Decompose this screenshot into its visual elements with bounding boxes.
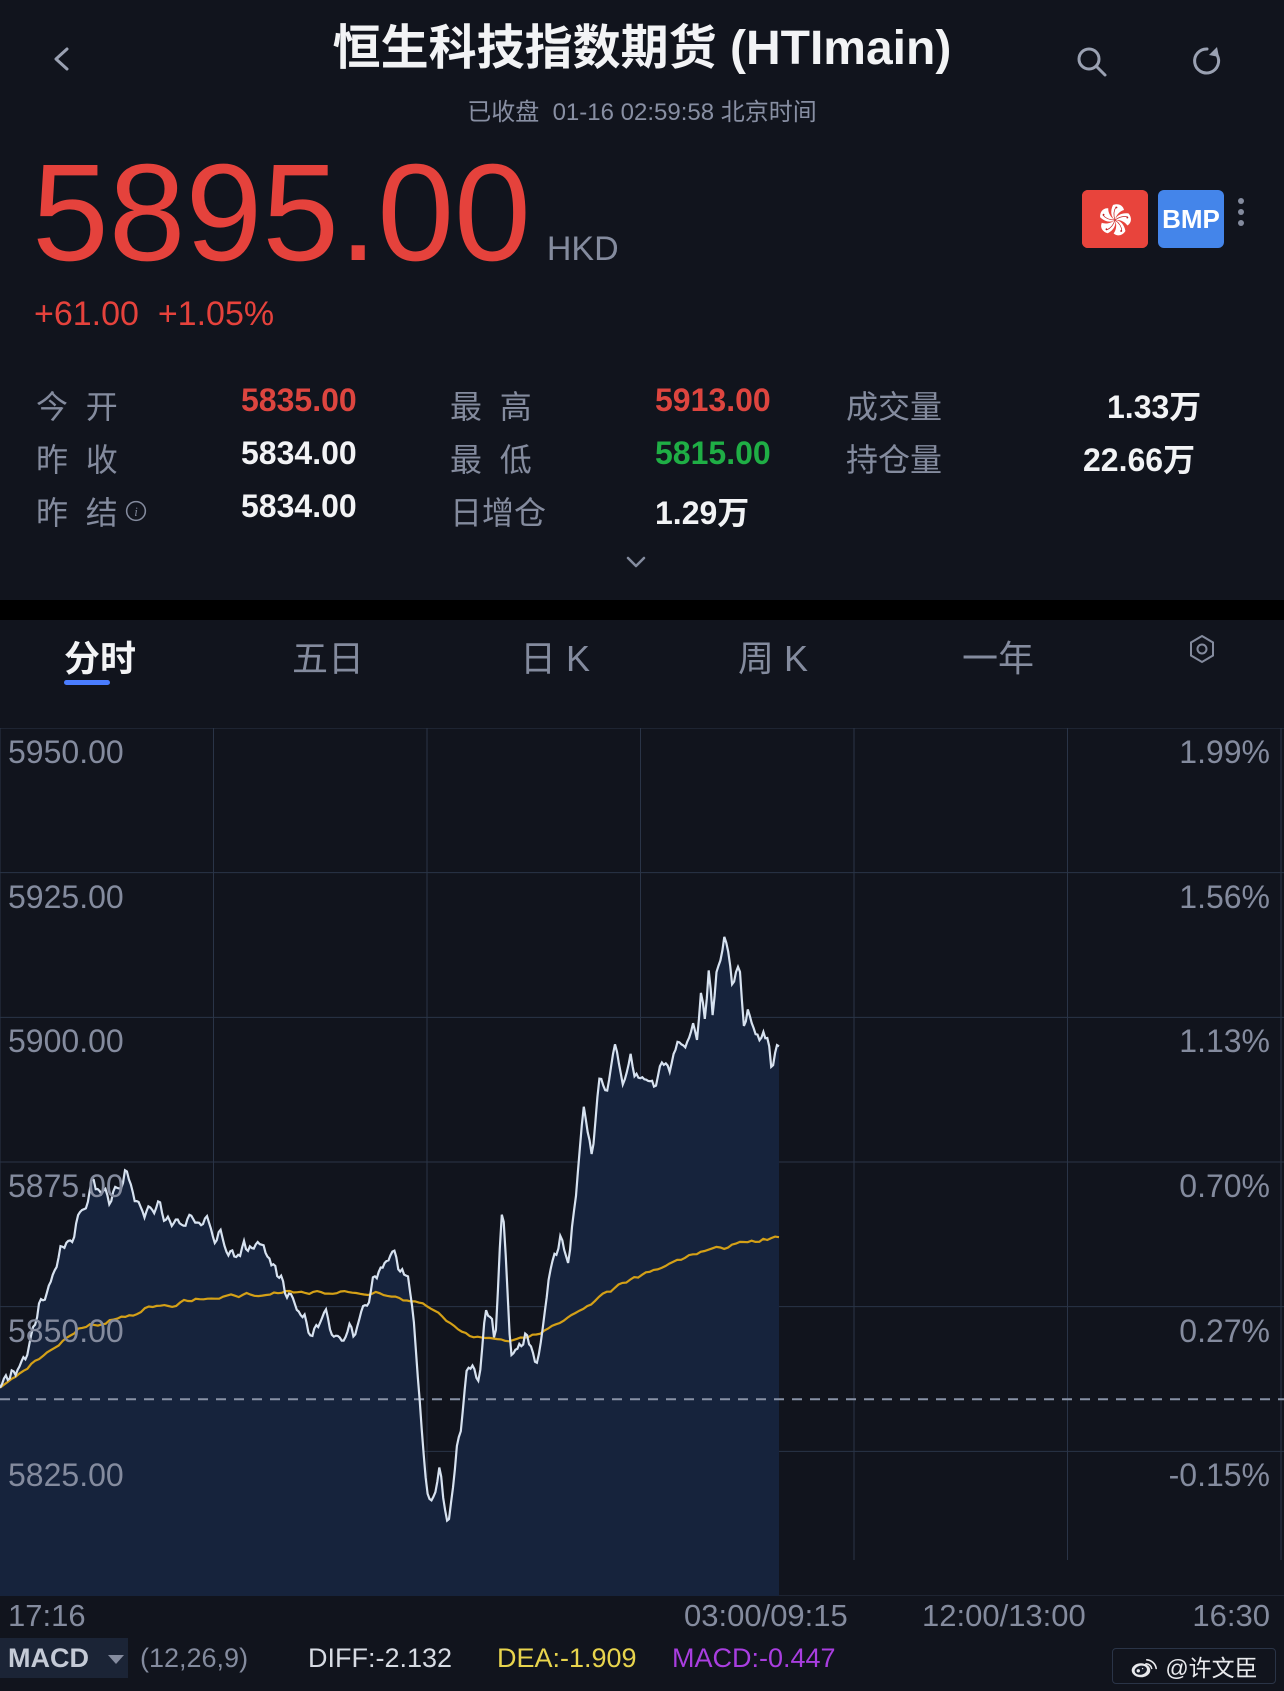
svg-text:i: i xyxy=(134,505,137,519)
